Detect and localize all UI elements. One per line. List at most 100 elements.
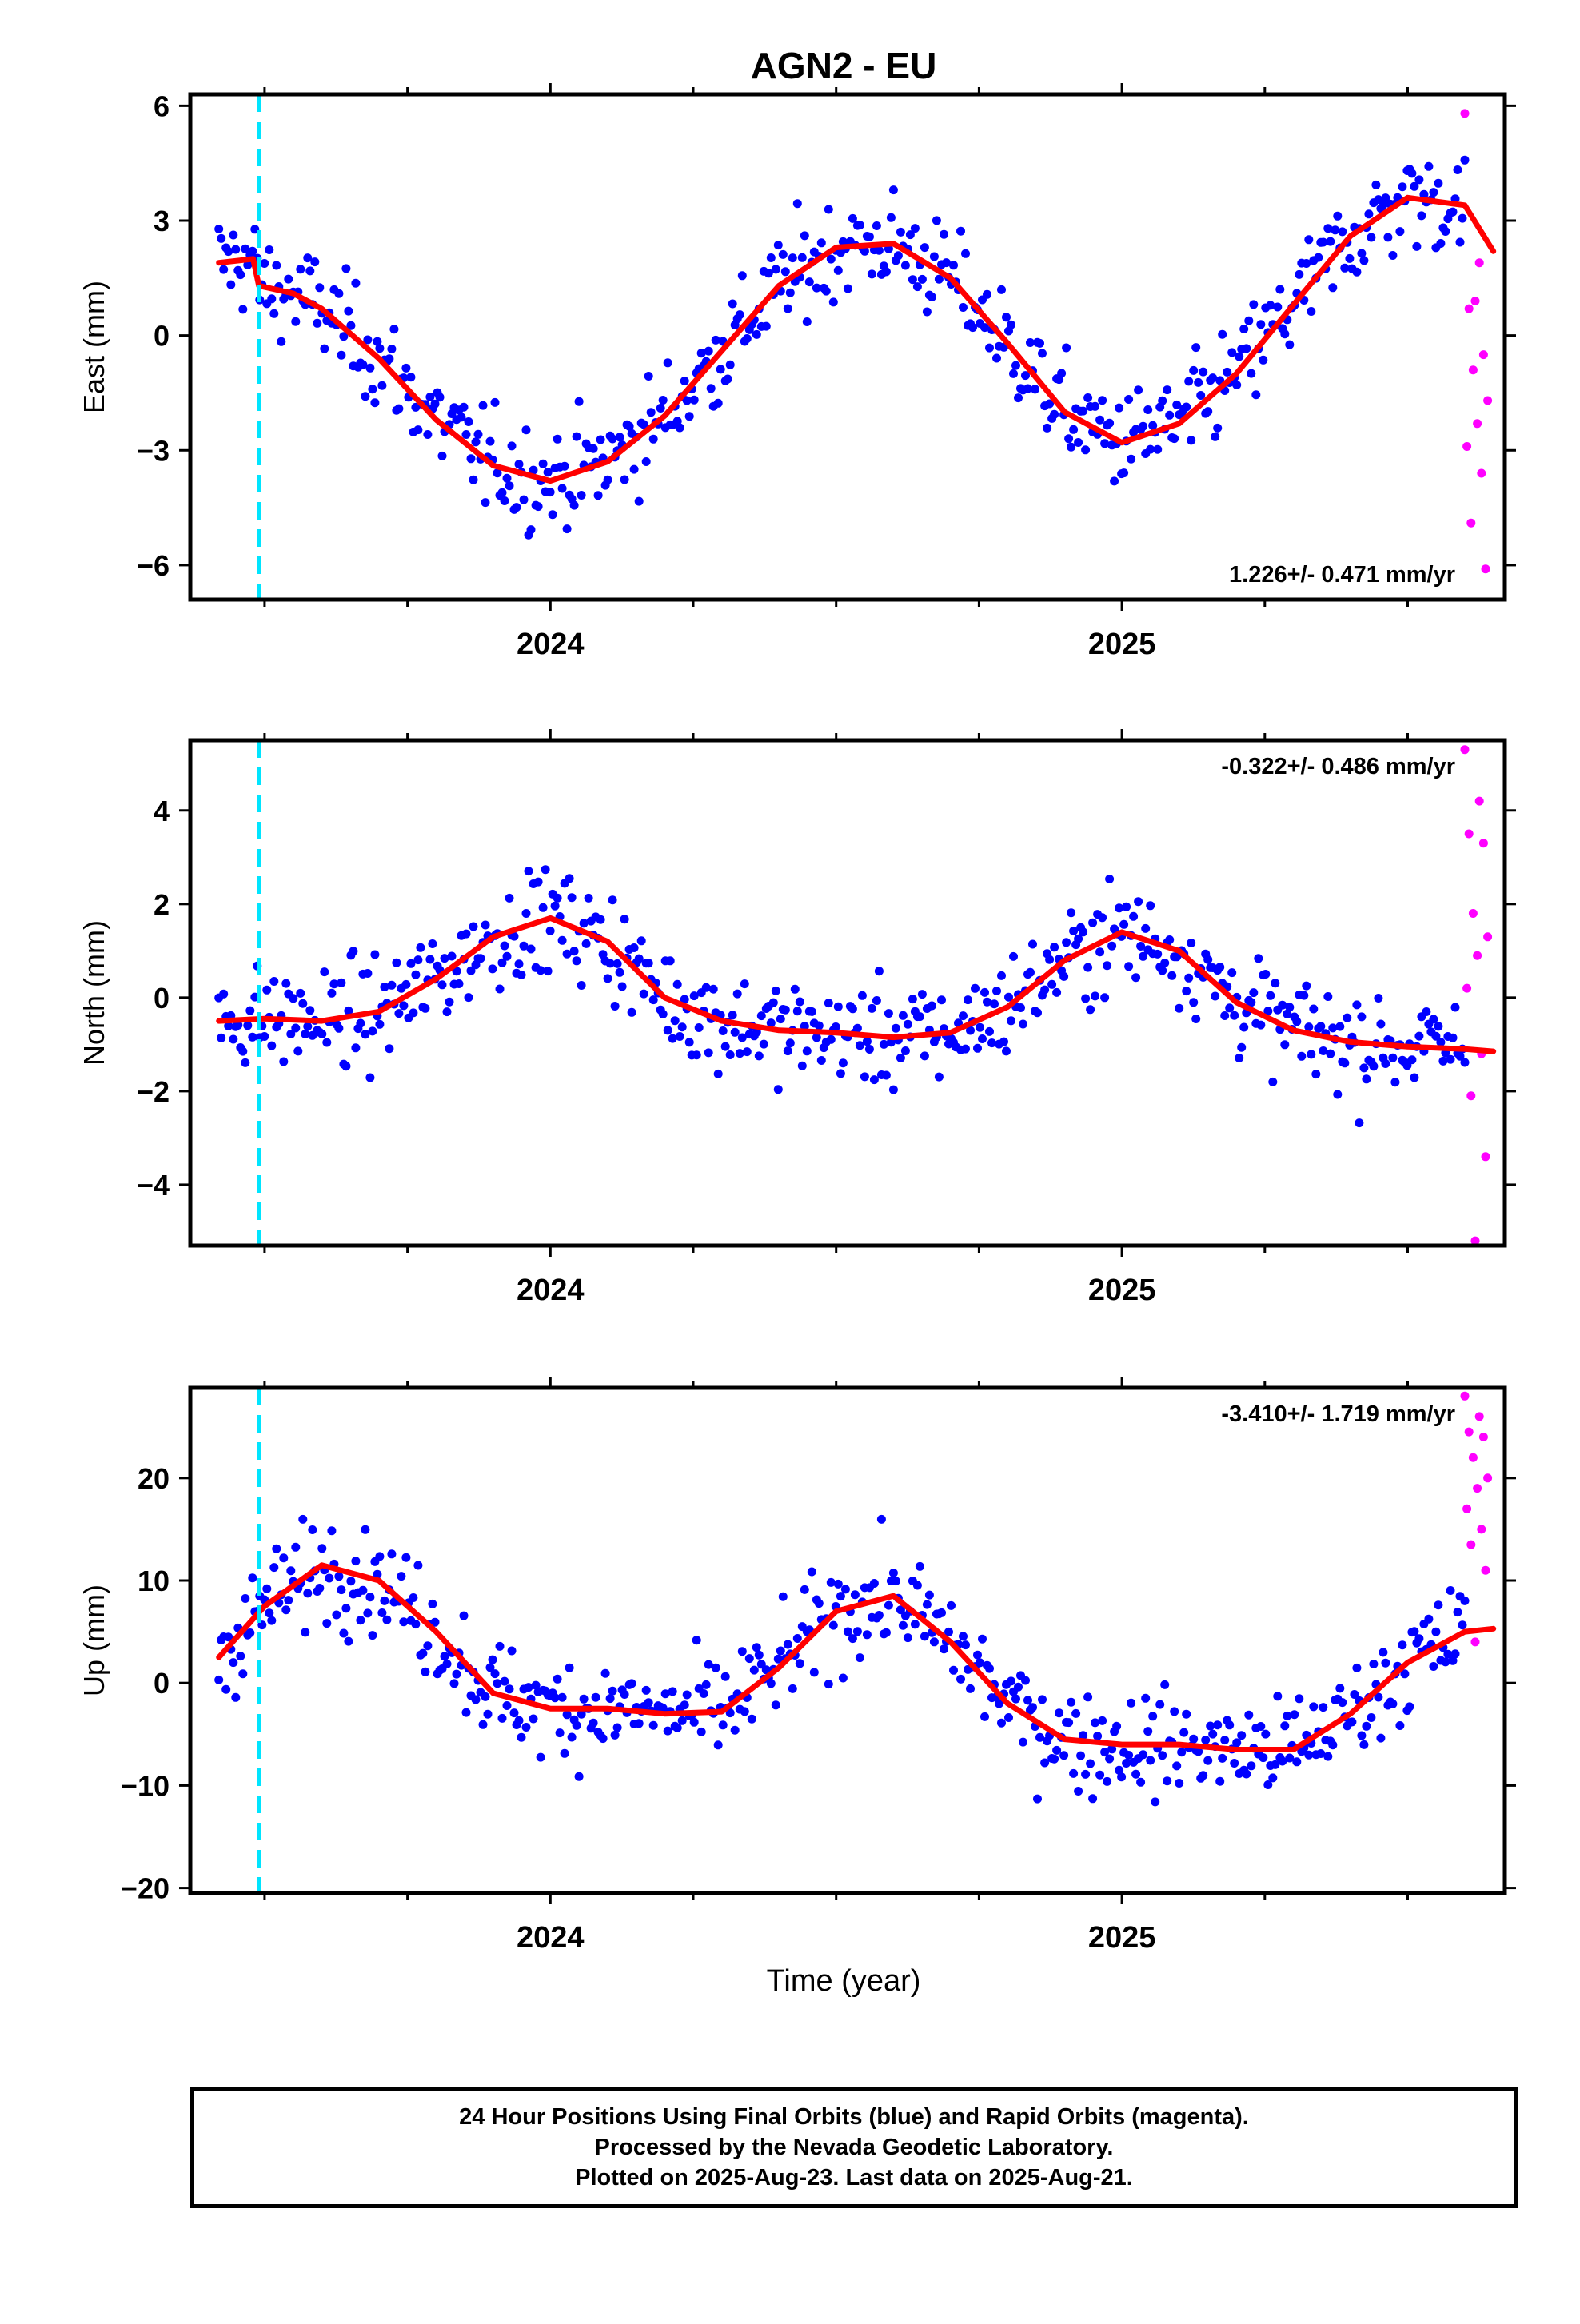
final-orbit-point (1359, 1063, 1369, 1073)
final-orbit-point (1259, 355, 1268, 365)
final-orbit-point (701, 983, 711, 992)
final-orbit-point (973, 1650, 982, 1660)
final-orbit-point (1227, 348, 1237, 357)
final-orbit-point (1127, 454, 1136, 464)
final-orbit-point (1249, 988, 1259, 998)
final-orbit-point (442, 1007, 452, 1017)
final-orbit-point (435, 393, 445, 402)
final-orbit-point (1040, 985, 1050, 995)
final-orbit-point (1235, 1054, 1244, 1062)
final-orbit-point (332, 1610, 341, 1620)
final-orbit-point (872, 221, 881, 230)
final-orbit-point (1203, 407, 1213, 417)
final-orbit-point (1304, 1750, 1314, 1760)
final-orbit-point (1122, 1759, 1131, 1768)
final-orbit-point (553, 434, 562, 444)
final-orbit-point (310, 257, 320, 267)
final-orbit-point (485, 1663, 495, 1672)
final-orbit-point (1187, 436, 1196, 445)
final-orbit-point (481, 920, 490, 930)
final-orbit-point (802, 1046, 812, 1056)
final-orbit-point (1175, 1003, 1184, 1013)
final-orbit-point (502, 1701, 512, 1710)
final-orbit-point (1124, 395, 1134, 404)
final-orbit-point (365, 363, 375, 373)
final-orbit-point (1266, 991, 1275, 1000)
final-orbit-point (1379, 1648, 1388, 1657)
y-tick-label: 2 (154, 888, 170, 921)
final-orbit-point (910, 1620, 920, 1629)
final-orbit-point (533, 877, 543, 887)
final-orbit-point (1064, 1718, 1074, 1728)
final-orbit-point (224, 1632, 233, 1642)
final-orbit-point (358, 1585, 368, 1595)
final-orbit-point (1182, 1709, 1191, 1719)
final-orbit-point (507, 441, 517, 451)
final-orbit-point (243, 1021, 253, 1030)
final-orbit-point (766, 253, 776, 262)
final-orbit-point (608, 434, 617, 444)
rapid-orbits-points (1460, 1391, 1493, 1647)
final-orbit-point (929, 252, 939, 261)
final-orbit-point (1307, 1050, 1316, 1059)
final-orbit-point (990, 999, 999, 1009)
final-orbit-point (1146, 444, 1155, 454)
final-orbit-point (814, 1021, 824, 1030)
final-orbit-point (1021, 371, 1030, 381)
final-orbit-point (1208, 373, 1218, 383)
final-orbit-point (1194, 377, 1203, 387)
rapid-orbit-point (1468, 365, 1478, 375)
final-orbit-point (437, 980, 447, 990)
final-orbit-point (680, 995, 689, 1004)
final-orbit-point (1050, 943, 1059, 952)
final-orbit-point (732, 989, 742, 999)
final-orbit-point (708, 984, 718, 994)
final-orbit-point (766, 1018, 776, 1028)
final-orbit-point (519, 941, 529, 951)
final-orbit-point (238, 1046, 248, 1056)
final-orbit-point (557, 935, 567, 945)
final-orbit-point (574, 397, 584, 406)
final-orbit-point (737, 1033, 747, 1042)
y-tick-label: 6 (154, 90, 170, 122)
final-orbit-point (713, 1069, 723, 1078)
final-orbit-point (879, 1039, 888, 1049)
final-orbit-point (1290, 1710, 1299, 1720)
model-fit-line (216, 915, 1497, 1054)
final-orbit-point (236, 1652, 245, 1661)
final-orbit-point (589, 444, 598, 453)
final-orbit-point (1319, 1046, 1328, 1055)
x-tick-label: 2025 (1088, 1274, 1156, 1307)
final-orbit-point (675, 423, 684, 433)
final-orbit-point (341, 1062, 351, 1071)
final-orbit-point (629, 464, 639, 474)
final-orbit-point (1266, 301, 1275, 310)
final-orbit-point (322, 1619, 332, 1628)
final-orbit-point (1107, 941, 1117, 951)
final-orbit-point (800, 1585, 809, 1594)
final-orbit-point (1412, 241, 1422, 251)
final-orbit-point (1460, 155, 1470, 165)
final-orbit-point (581, 939, 591, 948)
final-orbit-point (452, 967, 461, 976)
final-orbit-point (514, 959, 524, 969)
final-orbit-point (1256, 1020, 1266, 1030)
final-orbit-point (284, 274, 293, 284)
final-orbit-point (1100, 993, 1110, 1003)
final-orbit-point (1429, 1662, 1438, 1671)
final-orbit-point (644, 372, 653, 381)
final-orbit-point (735, 310, 744, 320)
final-orbit-point (1280, 1040, 1290, 1050)
final-orbit-point (464, 417, 473, 426)
final-orbit-point (231, 245, 241, 254)
final-orbit-point (807, 1007, 816, 1016)
final-orbit-point (380, 1596, 389, 1605)
final-orbit-point (437, 451, 447, 460)
final-orbit-point (1127, 1698, 1136, 1708)
x-tick-label: 2024 (517, 1274, 585, 1307)
final-orbit-point (406, 959, 416, 968)
final-orbit-point (985, 1026, 994, 1036)
final-orbit-point (363, 1608, 373, 1618)
final-orbit-point (406, 373, 416, 382)
final-orbit-point (783, 304, 792, 313)
